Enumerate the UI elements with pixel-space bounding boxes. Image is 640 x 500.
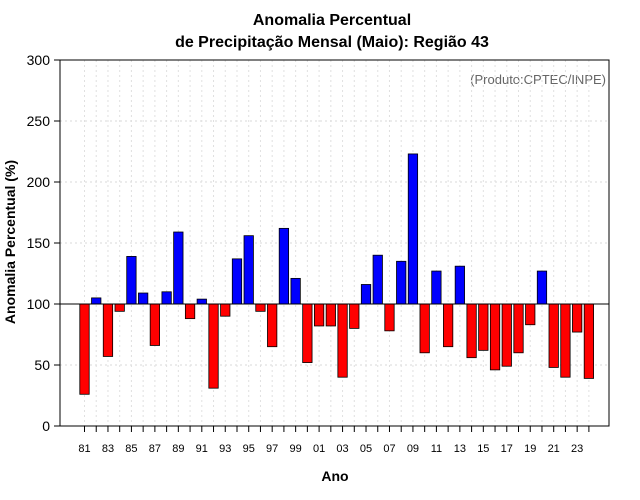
grid (60, 60, 609, 426)
bar-93 (220, 303, 231, 317)
bar-15 (478, 303, 489, 351)
bar-85 (126, 256, 137, 305)
x-tick-label: 05 (360, 443, 372, 455)
bar-18 (513, 303, 524, 354)
x-tick-label: 09 (407, 443, 419, 455)
bar-12 (443, 303, 454, 348)
x-tick-label: 19 (524, 443, 536, 455)
y-tick-label: 150 (27, 235, 51, 251)
x-tick-label: 81 (78, 443, 90, 455)
bar-01 (313, 303, 325, 327)
x-tick-label: 21 (548, 443, 560, 455)
y-axis-label: Anomalia Percentual (%) (2, 160, 18, 324)
bar-90 (184, 303, 196, 320)
bar-98 (278, 227, 290, 305)
bar-07 (384, 303, 395, 332)
bar-10 (419, 303, 430, 354)
chart-title-line1: Anomalia Percentual (253, 12, 411, 29)
bar-09 (407, 153, 419, 305)
bar-99 (290, 277, 301, 305)
bar-05 (360, 284, 372, 305)
x-tick-label: 85 (125, 443, 137, 455)
bars (79, 153, 594, 395)
x-tick-label: 15 (477, 443, 489, 455)
bar-19 (525, 303, 536, 326)
y-tick-label: 0 (42, 418, 50, 434)
bar-17 (501, 303, 512, 367)
bar-06 (372, 254, 383, 305)
x-tick-label: 95 (243, 443, 255, 455)
bar-87 (149, 303, 160, 346)
bar-86 (138, 292, 149, 305)
x-tick-label: 17 (501, 443, 513, 455)
y-tick-label: 200 (27, 174, 51, 190)
bar-84 (114, 303, 125, 312)
x-tick-label: 99 (290, 443, 302, 455)
bar-24 (583, 303, 594, 379)
chart-title-line2: de Precipitação Mensal (Maio): Região 43 (175, 34, 489, 51)
bar-95 (243, 235, 254, 305)
y-tick-label: 50 (34, 357, 50, 373)
bar-16 (489, 303, 501, 371)
x-axis-label: Ano (321, 468, 348, 484)
bar-94 (231, 258, 243, 305)
x-tick-label: 03 (336, 443, 348, 455)
bar-97 (267, 303, 278, 348)
x-tick-label: 13 (454, 443, 466, 455)
bar-03 (337, 303, 348, 378)
x-tick-label: 83 (102, 443, 114, 455)
x-tick-label: 87 (149, 443, 161, 455)
bar-13 (454, 265, 465, 305)
y-tick-label: 300 (27, 52, 51, 68)
x-tick-label: 93 (219, 443, 231, 455)
bar-81 (79, 303, 90, 395)
bar-02 (325, 303, 336, 327)
bar-23 (572, 303, 583, 333)
bar-83 (102, 303, 114, 357)
x-tick-label: 97 (266, 443, 278, 455)
bar-21 (548, 303, 559, 368)
x-tick-label: 91 (196, 443, 208, 455)
bar-96 (255, 303, 266, 312)
bar-11 (431, 270, 442, 305)
x-tick-label: 11 (431, 443, 442, 455)
bar-22 (560, 303, 571, 378)
bar-00 (302, 303, 313, 363)
x-tick-label: 23 (571, 443, 583, 455)
bar-20 (536, 270, 548, 305)
y-tick-label: 250 (27, 113, 51, 129)
bar-82 (91, 297, 102, 305)
bar-89 (173, 231, 184, 305)
x-tick-label: 07 (383, 443, 395, 455)
y-tick-label: 100 (27, 296, 51, 312)
bar-08 (396, 260, 407, 305)
bar-14 (466, 303, 477, 359)
bar-92 (208, 303, 219, 389)
bar-88 (161, 291, 172, 305)
x-tick-label: 89 (172, 443, 184, 455)
bar-91 (196, 298, 207, 305)
bar-04 (349, 303, 360, 329)
x-tick-label: 01 (313, 443, 325, 455)
source-annotation: (Produto:CPTEC/INPE) (470, 72, 606, 87)
